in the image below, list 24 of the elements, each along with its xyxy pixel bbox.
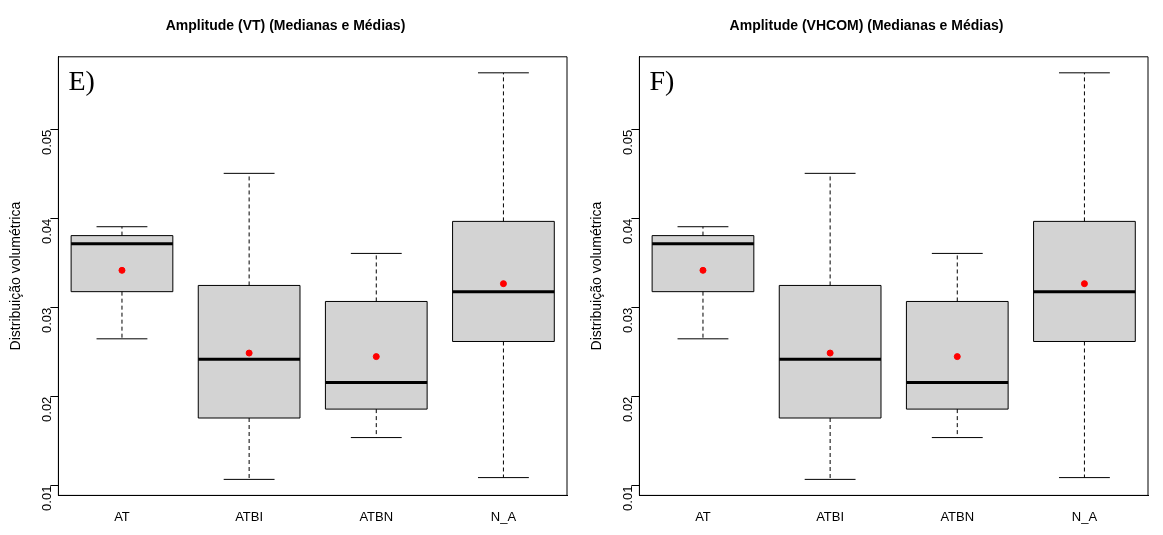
y-tick-label: 0.02	[38, 396, 54, 422]
x-tick-label: ATBN	[940, 508, 975, 524]
y-axis-title: Distribuição volumétrica	[588, 201, 605, 351]
y-tick-label: 0.05	[619, 129, 635, 156]
chart-title: Amplitude (VHCOM) (Medianas e Médias)	[729, 17, 1004, 34]
y-tick-label: 0.01	[619, 485, 635, 511]
x-tick-label: ATBI	[235, 508, 264, 524]
chart-title: Amplitude (VT) (Medianas e Médias)	[165, 17, 406, 34]
y-tick-label: 0.04	[38, 218, 54, 245]
y-tick-label: 0.04	[619, 218, 635, 245]
x-tick-label: ATBN	[359, 508, 394, 524]
x-tick-label: ATBI	[816, 508, 845, 524]
annotation: E)	[68, 65, 95, 97]
x-tick-label: AT	[114, 508, 130, 524]
x-tick-label: N_A	[1071, 508, 1098, 524]
y-tick-label: 0.01	[38, 485, 54, 511]
y-tick-label: 0.05	[38, 129, 54, 156]
x-tick-label: AT	[695, 508, 711, 524]
annotation: F)	[649, 65, 675, 97]
y-axis-title: Distribuição volumétrica	[7, 201, 24, 351]
y-tick-label: 0.02	[619, 396, 635, 422]
y-tick-label: 0.03	[38, 307, 54, 333]
y-tick-label: 0.03	[619, 307, 635, 333]
x-tick-label: N_A	[490, 508, 517, 524]
